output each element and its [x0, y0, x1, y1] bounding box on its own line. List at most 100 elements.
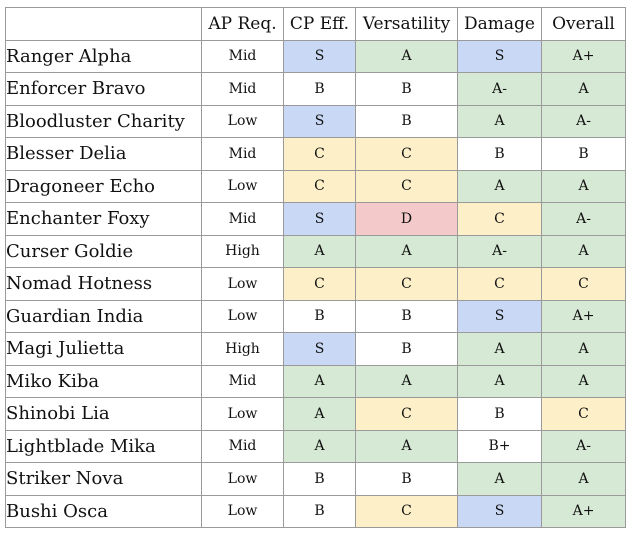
cp-eff-cell: C [283, 137, 356, 171]
cp-eff-cell: A [283, 429, 356, 463]
table-row: Magi Julietta High S B A A [5, 332, 626, 366]
overall-cell: A [541, 234, 626, 268]
cp-eff-cell: S [283, 39, 356, 73]
versatility-cell: B [355, 332, 458, 366]
table-row: Lightblade Mika Mid A A B+ A- [5, 429, 626, 463]
versatility-cell: B [355, 462, 458, 496]
overall-cell: A+ [541, 299, 626, 333]
damage-cell: A [457, 104, 542, 138]
ap-req-cell: Low [201, 462, 284, 496]
table-row: Dragoneer Echo Low C C A A [5, 169, 626, 203]
ap-req-cell: Low [201, 104, 284, 138]
damage-cell: A [457, 364, 542, 398]
versatility-cell: B [355, 104, 458, 138]
cp-eff-cell: S [283, 332, 356, 366]
ap-req-cell: Mid [201, 364, 284, 398]
header-corner [5, 7, 202, 41]
character-name-cell: Striker Nova [5, 462, 202, 496]
ap-req-cell: Low [201, 169, 284, 203]
cp-eff-cell: B [283, 72, 356, 106]
header-cp-eff: CP Eff. [283, 7, 356, 41]
damage-cell: A- [457, 72, 542, 106]
overall-cell: A+ [541, 494, 626, 528]
character-name-cell: Enforcer Bravo [5, 72, 202, 106]
overall-cell: A [541, 364, 626, 398]
versatility-cell: C [355, 494, 458, 528]
versatility-cell: C [355, 169, 458, 203]
cp-eff-cell: B [283, 299, 356, 333]
versatility-cell: D [355, 202, 458, 236]
character-name-cell: Guardian India [5, 299, 202, 333]
table-row: Guardian India Low B B S A+ [5, 299, 626, 333]
damage-cell: S [457, 39, 542, 73]
overall-cell: A [541, 332, 626, 366]
versatility-cell: A [355, 39, 458, 73]
damage-cell: A- [457, 234, 542, 268]
overall-cell: A- [541, 104, 626, 138]
versatility-cell: C [355, 267, 458, 301]
versatility-cell: B [355, 72, 458, 106]
damage-cell: C [457, 267, 542, 301]
overall-cell: A [541, 72, 626, 106]
damage-cell: B+ [457, 429, 542, 463]
damage-cell: A [457, 462, 542, 496]
overall-cell: C [541, 267, 626, 301]
table-row: Enchanter Foxy Mid S D C A- [5, 202, 626, 236]
character-name-cell: Bloodluster Charity [5, 104, 202, 138]
character-name-cell: Bushi Osca [5, 494, 202, 528]
table-row: Striker Nova Low B B A A [5, 462, 626, 496]
overall-cell: A [541, 169, 626, 203]
character-name-cell: Miko Kiba [5, 364, 202, 398]
header-row: AP Req. CP Eff. Versatility Damage Overa… [5, 7, 626, 41]
damage-cell: B [457, 137, 542, 171]
table-row: Ranger Alpha Mid S A S A+ [5, 39, 626, 73]
overall-cell: A [541, 462, 626, 496]
ap-req-cell: Mid [201, 202, 284, 236]
ap-req-cell: Low [201, 494, 284, 528]
versatility-cell: B [355, 299, 458, 333]
header-damage: Damage [457, 7, 542, 41]
versatility-cell: A [355, 234, 458, 268]
character-name-cell: Dragoneer Echo [5, 169, 202, 203]
table-row: Curser Goldie High A A A- A [5, 234, 626, 268]
damage-cell: C [457, 202, 542, 236]
ap-req-cell: Mid [201, 137, 284, 171]
cp-eff-cell: C [283, 169, 356, 203]
ap-req-cell: Low [201, 267, 284, 301]
overall-cell: A- [541, 202, 626, 236]
damage-cell: B [457, 397, 542, 431]
cp-eff-cell: S [283, 202, 356, 236]
damage-cell: A [457, 332, 542, 366]
character-name-cell: Enchanter Foxy [5, 202, 202, 236]
table-row: Bushi Osca Low B C S A+ [5, 494, 626, 528]
ap-req-cell: High [201, 234, 284, 268]
character-name-cell: Curser Goldie [5, 234, 202, 268]
ap-req-cell: Low [201, 299, 284, 333]
character-name-cell: Blesser Delia [5, 137, 202, 171]
versatility-cell: C [355, 397, 458, 431]
ap-req-cell: Mid [201, 39, 284, 73]
cp-eff-cell: A [283, 234, 356, 268]
character-name-cell: Ranger Alpha [5, 39, 202, 73]
cp-eff-cell: B [283, 462, 356, 496]
character-name-cell: Magi Julietta [5, 332, 202, 366]
character-name-cell: Lightblade Mika [5, 429, 202, 463]
overall-cell: A- [541, 429, 626, 463]
cp-eff-cell: A [283, 397, 356, 431]
ap-req-cell: Low [201, 397, 284, 431]
versatility-cell: A [355, 364, 458, 398]
header-ap-req: AP Req. [201, 7, 284, 41]
ap-req-cell: Mid [201, 72, 284, 106]
ap-req-cell: High [201, 332, 284, 366]
tier-table: AP Req. CP Eff. Versatility Damage Overa… [5, 7, 626, 528]
table-row: Miko Kiba Mid A A A A [5, 364, 626, 398]
cp-eff-cell: S [283, 104, 356, 138]
versatility-cell: C [355, 137, 458, 171]
table-row: Nomad Hotness Low C C C C [5, 267, 626, 301]
overall-cell: B [541, 137, 626, 171]
header-versatility: Versatility [355, 7, 458, 41]
character-name-cell: Nomad Hotness [5, 267, 202, 301]
table-row: Shinobi Lia Low A C B C [5, 397, 626, 431]
character-name-cell: Shinobi Lia [5, 397, 202, 431]
versatility-cell: A [355, 429, 458, 463]
